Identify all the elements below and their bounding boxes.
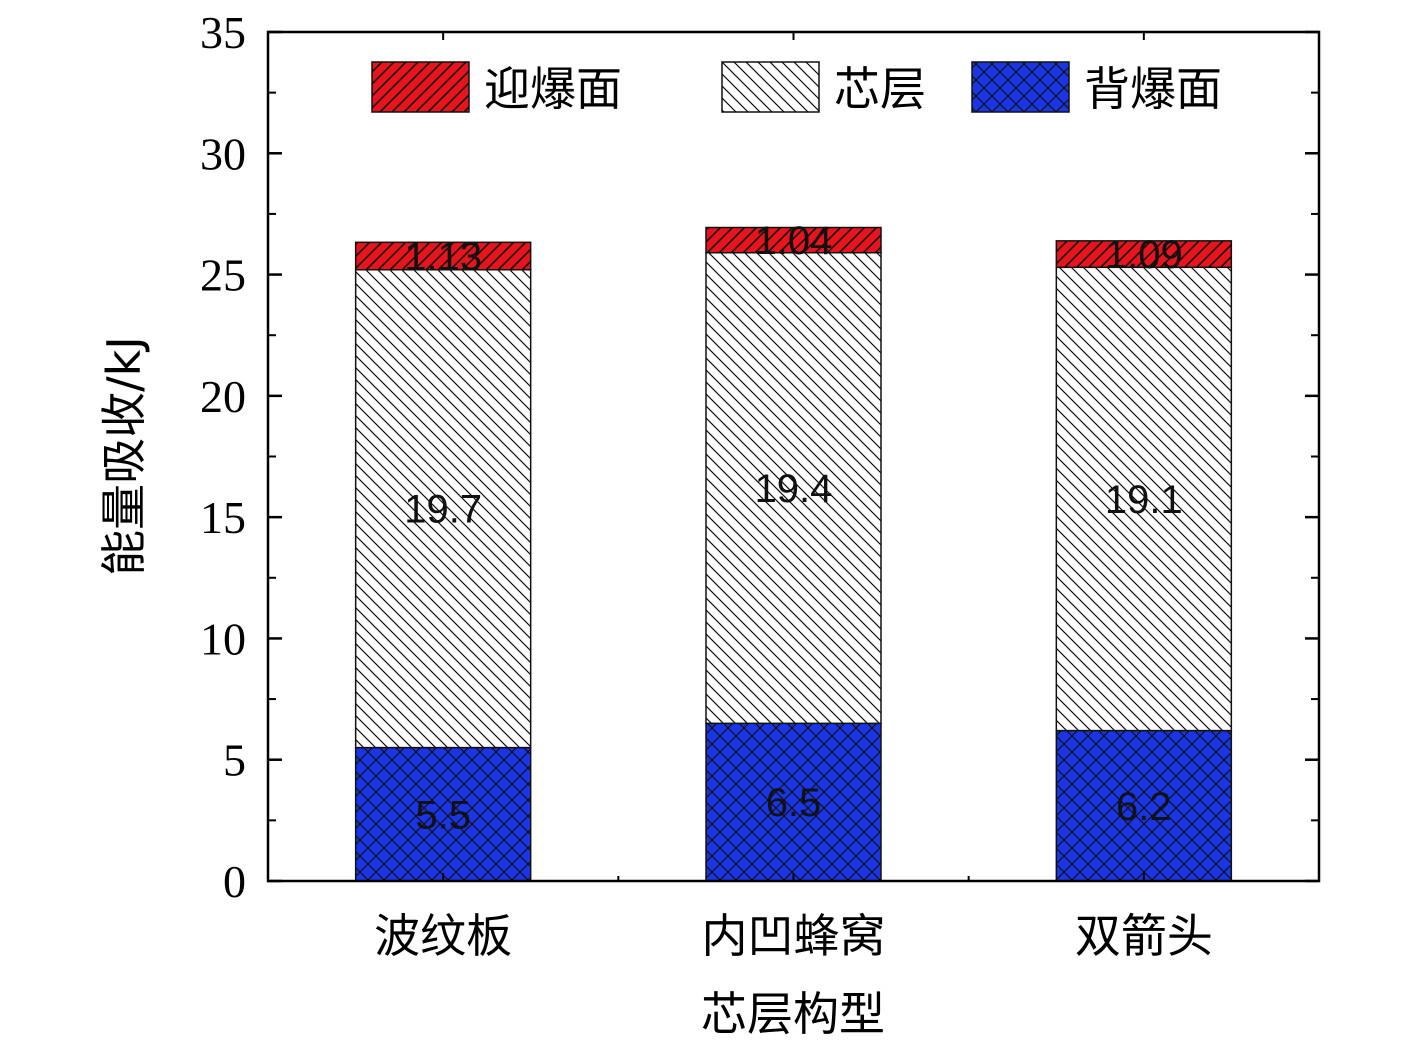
legend-swatch [721,61,820,113]
y-tick-label: 15 [200,492,246,543]
bars-layer [354,226,1233,882]
y-tick-label: 30 [200,128,246,179]
bar-segment-1-2 [705,226,882,254]
y-tick-label: 5 [223,735,246,786]
x-tick-label: 内凹蜂窝 [702,909,886,963]
bar-segment-2-0 [1055,729,1233,882]
bar-segment-0-0 [354,746,532,882]
data-label-1-1: 19.4 [755,467,833,511]
legend-item: 迎爆面 [371,61,622,116]
data-label-1-2: 1.04 [755,219,833,263]
x-axis-title: 芯层构型 [701,987,885,1041]
data-label-0-0: 5.5 [415,793,471,837]
y-tick-label: 0 [223,856,246,907]
data-label-2-1: 19.1 [1105,478,1183,522]
bar-segment-2-1 [1055,266,1233,732]
y-axis-title: 能量吸收/kJ [97,336,151,576]
bar-segment-0-2 [354,241,532,271]
data-label-0-1: 19.7 [404,488,482,532]
bar-segment-1-0 [705,722,882,882]
bar-segment-1-1 [705,251,882,725]
y-tick-label: 10 [200,613,246,664]
legend-label: 背爆面 [1084,62,1222,116]
axis-layer: 0 5 10 15 20 25 30 35 波纹板 内凹蜂窝 双箭头 [200,7,1319,963]
legend-item: 芯层 [721,61,926,116]
data-label-1-0: 6.5 [766,781,822,825]
legend-swatch [971,61,1070,113]
legend-label: 迎爆面 [484,62,622,116]
legend-swatch [371,61,470,113]
y-tick-label: 20 [200,371,246,422]
x-tick-label: 双箭头 [1075,909,1213,963]
data-label-2-0: 6.2 [1116,785,1172,829]
legend: 迎爆面 芯层 背爆面 [371,61,1222,116]
y-tick-label: 35 [200,7,246,58]
data-label-2-2: 1.09 [1105,233,1183,277]
legend-item: 背爆面 [971,61,1222,116]
bar-segment-0-1 [354,268,532,749]
y-tick-label: 25 [200,250,246,301]
data-label-0-2: 1.13 [404,235,482,279]
legend-label: 芯层 [834,62,926,116]
data-labels-layer: 5.5 19.7 1.13 6.5 19.4 1.04 6.2 19.1 1.09 [404,219,1183,837]
bar-segment-2-2 [1055,240,1233,269]
x-tick-label: 波纹板 [374,909,512,963]
